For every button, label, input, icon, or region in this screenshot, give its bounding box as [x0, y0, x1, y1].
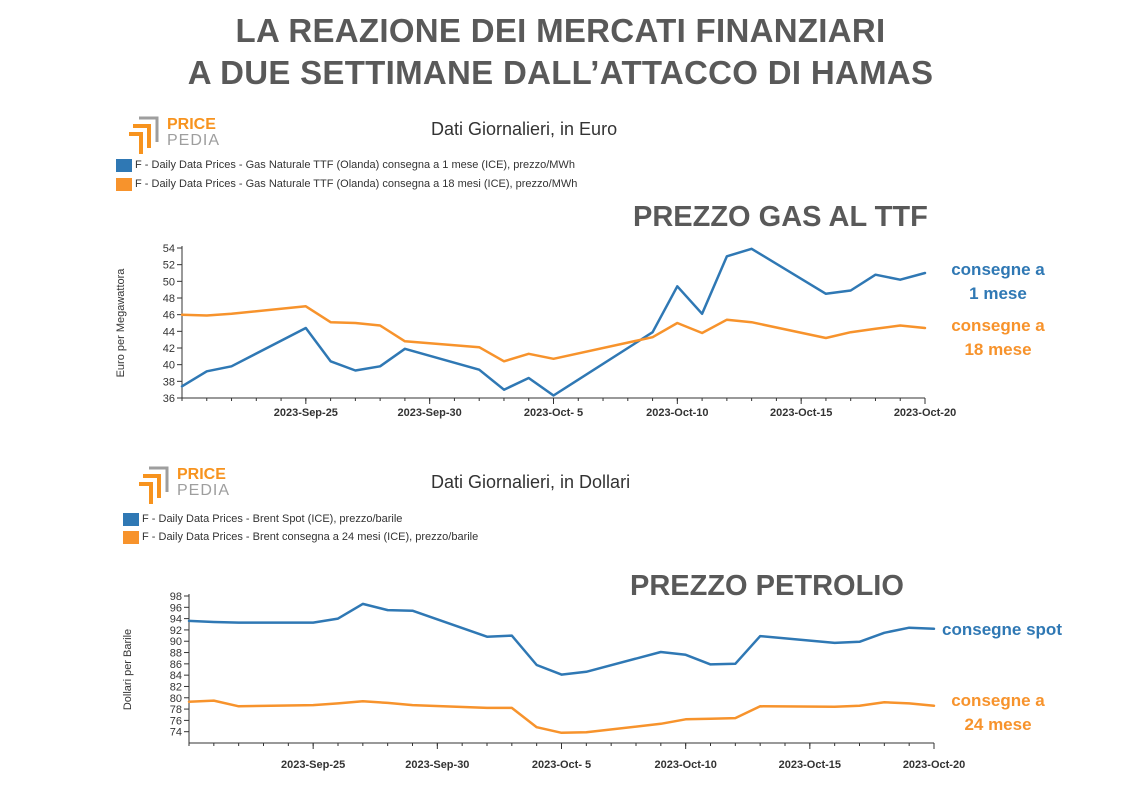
annotation-line: 24 mese [964, 715, 1032, 734]
x-tick-label: 2023-Oct-20 [903, 759, 965, 771]
logo-text-top: PRICE [167, 116, 216, 133]
x-tick-label: 2023-Oct-15 [770, 407, 832, 419]
gas-overlay-title: PREZZO GAS AL TTF [633, 201, 928, 233]
oil-chart-subtitle: Dati Giornalieri, in Dollari [431, 472, 631, 492]
y-tick-label: 74 [170, 727, 182, 739]
x-tick-label: 2023-Oct-10 [646, 407, 708, 419]
y-tick-label: 50 [163, 276, 175, 288]
gas-chart-subtitle: Dati Giornalieri, in Euro [431, 119, 618, 139]
x-tick-label: 2023-Oct- 5 [524, 407, 583, 419]
x-tick-label: 2023-Sep-25 [274, 407, 338, 419]
annotation-line: 1 mese [969, 284, 1027, 303]
annotation-line: consegne spot [942, 620, 1062, 639]
gas-annotation-1-mese: consegne a 1 mese [938, 258, 1058, 306]
legend-swatch-blue [123, 512, 139, 526]
y-tick-label: 54 [163, 243, 175, 255]
y-tick-label: 86 [170, 659, 182, 671]
logo-text-top: PRICE [177, 466, 226, 483]
x-tick-label: 2023-Oct-15 [779, 759, 841, 771]
y-tick-label: 44 [163, 326, 175, 338]
oil-overlay-title: PREZZO PETROLIO [630, 570, 904, 602]
x-tick-label: 2023-Oct-10 [654, 759, 716, 771]
gas-legend-entry-1[interactable]: F - Daily Data Prices - Gas Naturale TTF… [116, 158, 575, 172]
y-tick-label: 90 [170, 636, 182, 648]
y-tick-label: 36 [163, 393, 175, 405]
oil-annotation-24-mese: consegne a 24 mese [938, 689, 1058, 737]
y-tick-label: 38 [163, 376, 175, 388]
x-tick-label: 2023-Oct- 5 [532, 759, 591, 771]
pricepedia-logo-2: PRICE PEDIA [137, 462, 237, 511]
y-axis-label: Euro per Megawattora [115, 268, 127, 378]
series-line-orange [180, 305, 927, 363]
y-tick-label: 52 [163, 260, 175, 272]
y-tick-label: 96 [170, 602, 182, 614]
y-tick-label: 76 [170, 715, 182, 727]
y-tick-label: 82 [170, 681, 182, 693]
annotation-line: consegne a [951, 691, 1045, 710]
main-title-line-2: A DUE SETTIMANE DALL’ATTACCO DI HAMAS [187, 54, 934, 91]
annotation-line: consegne a [951, 316, 1045, 335]
y-tick-label: 80 [170, 693, 182, 705]
gas-price-chart: 36 38 40 42 44 46 48 50 52 54 2023-Sep-25 2023-Sep-… [115, 243, 956, 419]
legend-swatch-orange [116, 177, 132, 191]
x-tick-label: 2023-Sep-30 [398, 407, 462, 419]
y-tick-label: 88 [170, 648, 182, 660]
y-tick-label: 92 [170, 625, 182, 637]
oil-annotation-spot: consegne spot [938, 618, 1066, 642]
y-tick-label: 94 [170, 614, 182, 626]
y-tick-label: 48 [163, 293, 175, 305]
legend-label: F - Daily Data Prices - Brent consegna a… [142, 531, 479, 543]
pricepedia-logo-icon: PRICE PEDIA [139, 466, 230, 504]
pricepedia-logo: PRICE PEDIA [127, 112, 227, 161]
legend-swatch-orange [123, 530, 139, 544]
y-tick-label: 78 [170, 704, 182, 716]
x-tick-label: 2023-Sep-30 [405, 759, 469, 771]
logo-text-bottom: PEDIA [167, 132, 220, 149]
series-line-blue [187, 602, 936, 676]
oil-legend-entry-2[interactable]: F - Daily Data Prices - Brent consegna a… [123, 530, 478, 544]
series-line-blue [180, 247, 927, 397]
x-tick-label: 2023-Sep-25 [281, 759, 345, 771]
y-tick-label: 98 [170, 591, 182, 603]
series-line-orange [187, 699, 936, 735]
y-tick-label: 42 [163, 343, 175, 355]
x-tick-label: 2023-Oct-20 [894, 407, 956, 419]
main-title-line-1: LA REAZIONE DEI MERCATI FINANZIARI [235, 12, 886, 49]
gas-annotation-18-mese: consegne a 18 mese [938, 314, 1058, 362]
y-tick-label: 84 [170, 670, 182, 682]
y-tick-label: 40 [163, 360, 175, 372]
legend-swatch-blue [116, 158, 132, 172]
annotation-line: consegne a [951, 260, 1045, 279]
legend-label: F - Daily Data Prices - Gas Naturale TTF… [135, 159, 575, 171]
oil-legend-entry-1[interactable]: F - Daily Data Prices - Brent Spot (ICE)… [123, 512, 402, 526]
annotation-line: 18 mese [964, 340, 1032, 359]
logo-text-bottom: PEDIA [177, 482, 230, 499]
y-axis-label: Dollari per Barile [122, 629, 134, 710]
gas-legend-entry-2[interactable]: F - Daily Data Prices - Gas Naturale TTF… [116, 177, 577, 191]
legend-label: F - Daily Data Prices - Gas Naturale TTF… [135, 178, 578, 190]
y-tick-label: 46 [163, 310, 175, 322]
pricepedia-logo-icon: PRICE PEDIA [129, 116, 220, 154]
legend-label: F - Daily Data Prices - Brent Spot (ICE)… [142, 513, 403, 525]
